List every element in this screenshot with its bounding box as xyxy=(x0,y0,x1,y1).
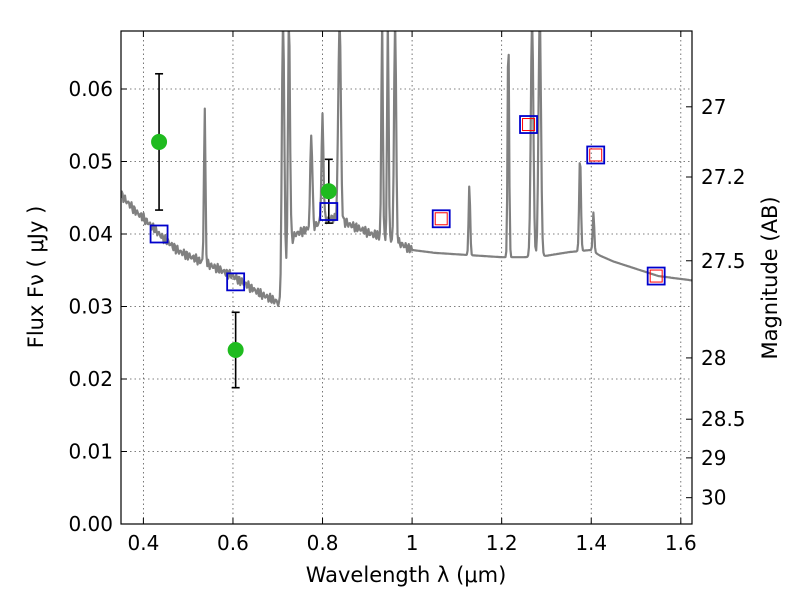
y-tick-label: 0.00 xyxy=(68,512,113,536)
model-square xyxy=(319,202,339,221)
model-square-inner xyxy=(434,212,448,226)
model-square xyxy=(646,266,666,286)
x-tick-label: 0.8 xyxy=(307,531,339,555)
model-photometry xyxy=(149,115,666,292)
y-tick-label: 0.02 xyxy=(68,367,113,391)
spectrum-line xyxy=(121,31,692,308)
model-square xyxy=(149,224,169,244)
model-square xyxy=(431,209,451,229)
model-square xyxy=(519,115,538,134)
x-tick-labels: 0.4 0.6 0.8 1 1.2 1.4 1.6 xyxy=(127,531,696,555)
y-axis-label: Flux Fν ( μJy ) xyxy=(24,206,48,349)
grid xyxy=(121,31,692,524)
x-tick-label: 1.6 xyxy=(665,531,697,555)
y-tick-label: 0.01 xyxy=(68,440,113,464)
observed-photometry xyxy=(151,133,337,358)
observed-point xyxy=(320,183,337,200)
y-tick-labels: 0.00 0.01 0.02 0.03 0.04 0.05 0.06 xyxy=(68,77,113,536)
model-square xyxy=(226,272,246,292)
y2-tick-label: 28.5 xyxy=(701,407,746,431)
observed-point xyxy=(227,342,244,358)
ticks xyxy=(121,31,692,525)
y-tick-label: 0.05 xyxy=(68,150,113,174)
y2-tick-label: 27.2 xyxy=(701,165,746,189)
x-tick-label: 0.6 xyxy=(217,531,249,555)
y2-tick-label: 30 xyxy=(701,486,726,510)
y-tick-label: 0.04 xyxy=(68,222,113,246)
x-tick-label: 1.4 xyxy=(575,531,607,555)
model-square-inner xyxy=(522,118,536,132)
x-tick-label: 1.2 xyxy=(486,531,518,555)
y2-tick-label: 28 xyxy=(701,346,726,370)
x-tick-label: 1 xyxy=(406,531,419,555)
x-tick-label: 0.4 xyxy=(127,531,159,555)
model-square-inner xyxy=(589,148,603,162)
observed-point xyxy=(151,133,168,150)
spectrum xyxy=(121,31,692,308)
model-square xyxy=(586,145,606,165)
y2-tick-label: 27 xyxy=(701,95,726,119)
y2-tick-label: 29 xyxy=(701,446,726,470)
y2-tick-label: 27.5 xyxy=(701,249,746,273)
y-tick-label: 0.03 xyxy=(68,295,113,319)
y2-tick-labels: 27 27.2 27.5 28 28.5 29 30 xyxy=(701,95,746,510)
x-axis-label: Wavelength λ (μm) xyxy=(306,563,507,587)
y2-axis-label: Magnitude (AB) xyxy=(758,196,782,359)
y-tick-label: 0.06 xyxy=(68,77,113,101)
plot-frame xyxy=(120,30,693,525)
model-square-inner xyxy=(649,269,663,283)
